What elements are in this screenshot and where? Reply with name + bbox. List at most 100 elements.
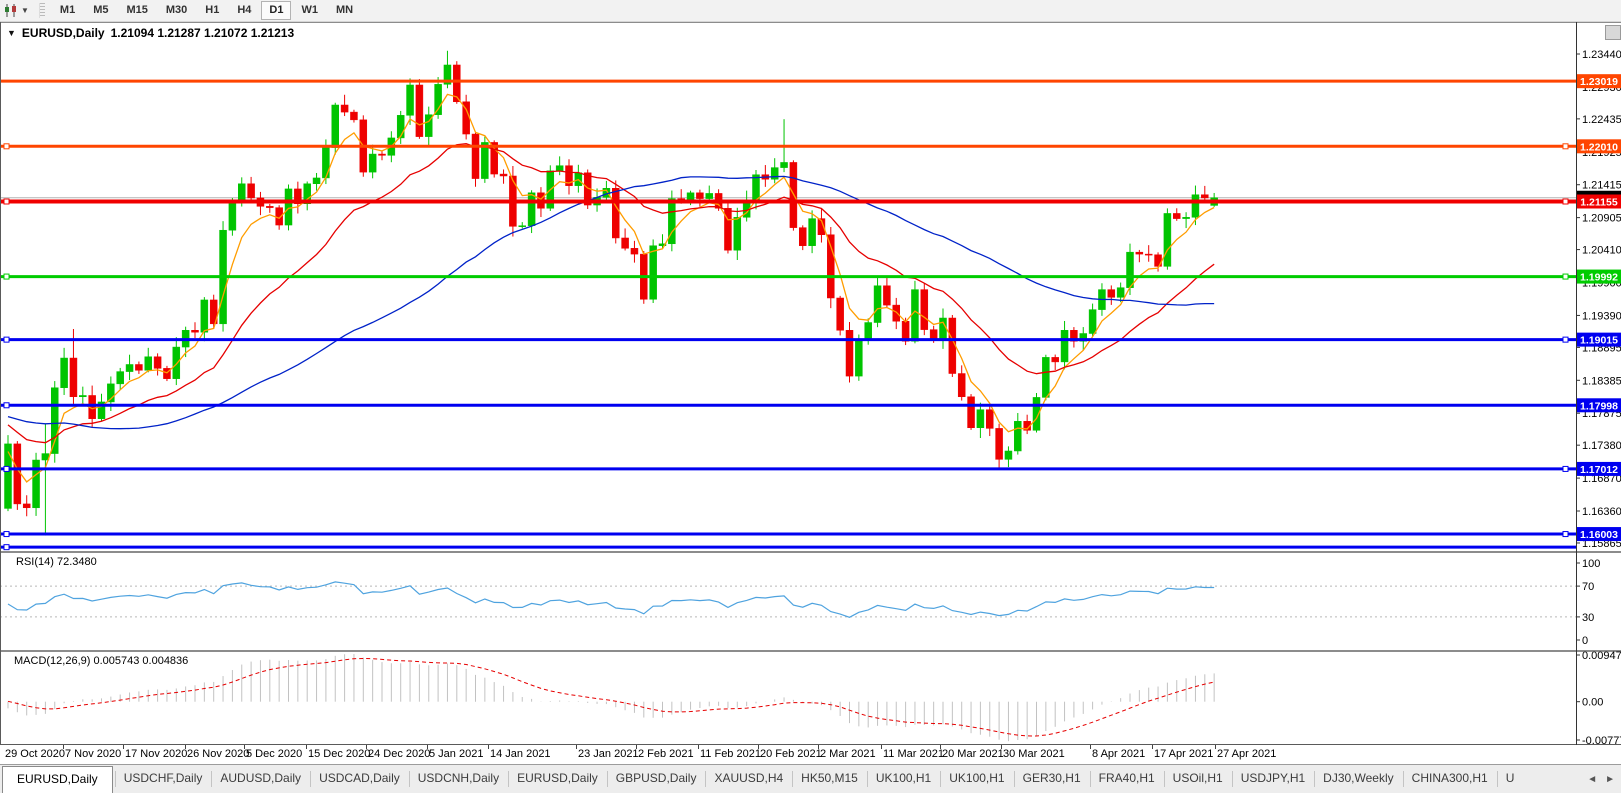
tab-scroll-left-icon[interactable]: ◄ xyxy=(1587,773,1598,785)
x-axis-label: 27 Apr 2021 xyxy=(1217,748,1277,760)
timeframe-button-H4[interactable]: H4 xyxy=(237,4,252,16)
x-axis-label: 14 Jan 2021 xyxy=(490,748,551,760)
chart-tab-5-EURUSD-Daily[interactable]: EURUSD,Daily xyxy=(508,765,607,793)
x-axis-label: 29 Oct 2020 xyxy=(5,748,65,760)
candlestick-chart-icon xyxy=(4,4,18,17)
y-axis-label: 1.20905 xyxy=(1582,213,1621,225)
svg-text:1.16003: 1.16003 xyxy=(1580,529,1618,541)
timeframe-button-MN[interactable]: MN xyxy=(335,4,354,16)
x-axis-label: 2 Mar 2021 xyxy=(820,748,876,760)
chart-tab-9-UK100-H1[interactable]: UK100,H1 xyxy=(866,765,940,793)
line-handle[interactable] xyxy=(3,336,10,343)
rsi-axis-label: 100 xyxy=(1582,558,1600,570)
x-axis-label: 17 Nov 2020 xyxy=(125,748,188,760)
macd-axis-label: -0.007777 xyxy=(1582,735,1621,745)
x-axis-tick xyxy=(1152,745,1153,749)
x-axis-label: 17 Apr 2021 xyxy=(1154,748,1214,760)
timeframe-button-M30[interactable]: M30 xyxy=(165,4,188,16)
x-axis-label: 24 Dec 2020 xyxy=(368,748,431,760)
timeframe-button-M1[interactable]: M1 xyxy=(59,4,76,16)
x-axis-tick xyxy=(185,745,186,749)
chart-tab-7-XAUUSD-H4[interactable]: XAUUSD,H4 xyxy=(705,765,792,793)
rsi-axis-label: 30 xyxy=(1582,612,1594,624)
macd-axis-label: 0.009478 xyxy=(1582,650,1621,662)
chart-tab-16-CHINA300-H1[interactable]: CHINA300,H1 xyxy=(1402,765,1497,793)
line-handle[interactable] xyxy=(3,273,10,280)
x-axis-label: 30 Mar 2021 xyxy=(1003,748,1065,760)
line-handle[interactable] xyxy=(1562,143,1569,150)
chart-corner-widget[interactable] xyxy=(1605,25,1621,40)
x-axis-tick xyxy=(244,745,245,749)
x-axis-label: 11 Feb 2021 xyxy=(700,748,761,760)
y-axis-label: 1.20410 xyxy=(1582,245,1621,257)
macd-panel[interactable] xyxy=(7,654,1215,742)
price-level-badge-1.17998 xyxy=(1577,398,1621,413)
chart-tab-0-EURUSD-Daily[interactable]: EURUSD,Daily xyxy=(2,766,113,793)
x-axis-label: 11 Mar 2021 xyxy=(883,748,944,760)
date-axis: 29 Oct 2020 7 Nov 2020 17 Nov 2020 26 Nov 2… xyxy=(0,745,1621,764)
ma-fast-line[interactable] xyxy=(7,93,1215,483)
rsi-panel[interactable] xyxy=(0,581,1576,618)
svg-text:1.23019: 1.23019 xyxy=(1580,76,1618,88)
line-handle[interactable] xyxy=(3,198,10,205)
line-handle[interactable] xyxy=(1562,198,1569,205)
svg-text:1.21155: 1.21155 xyxy=(1580,196,1618,208)
line-handle[interactable] xyxy=(1562,465,1569,472)
line-handle[interactable] xyxy=(3,143,10,150)
chart-tab-8-HK50-M15[interactable]: HK50,M15 xyxy=(792,765,867,793)
chart-tab-13-USOil-H1[interactable]: USOil,H1 xyxy=(1163,765,1232,793)
line-handle[interactable] xyxy=(3,531,10,538)
chart-tab-1-USDCHF-Daily[interactable]: USDCHF,Daily xyxy=(114,765,212,793)
timeframe-button-M15[interactable]: M15 xyxy=(126,4,148,16)
line-handle[interactable] xyxy=(1562,336,1569,343)
chart-tab-4-USDCNH-Daily[interactable]: USDCNH,Daily xyxy=(408,765,508,793)
chart-tab-14-USDJPY-H1[interactable]: USDJPY,H1 xyxy=(1231,765,1314,793)
x-axis-label: 7 Nov 2020 xyxy=(65,748,122,760)
toolbar-drag-grip-icon[interactable] xyxy=(38,3,45,18)
chart-type-menu-button[interactable]: ▼ xyxy=(0,3,35,18)
chart-tab-12-FRA40-H1[interactable]: FRA40,H1 xyxy=(1089,765,1164,793)
macd-signal-line xyxy=(7,657,1215,737)
tab-scroll-right-icon[interactable]: ► xyxy=(1605,773,1615,785)
rsi-axis-label: 70 xyxy=(1582,581,1594,593)
x-axis-label: 20 Feb 2021 xyxy=(760,748,822,760)
timeframe-button-H1[interactable]: H1 xyxy=(205,4,220,16)
chart-tab-10-UK100-H1[interactable]: UK100,H1 xyxy=(940,765,1013,793)
timeframe-buttons: M1 M5 M15 M30 H1 H4 D1 W1 MN xyxy=(51,1,362,20)
ma-medium-line[interactable] xyxy=(7,143,1215,444)
chart-tab-17-U[interactable]: U xyxy=(1496,765,1524,793)
y-axis-label: 1.23440 xyxy=(1582,49,1621,61)
line-handle[interactable] xyxy=(1562,531,1569,538)
chart-tab-11-GER30-H1[interactable]: GER30,H1 xyxy=(1013,765,1090,793)
timeframe-toolbar: ▼ M1 M5 M15 M30 H1 H4 D1 W1 MN xyxy=(0,0,1621,22)
y-axis-label: 1.18385 xyxy=(1582,375,1621,387)
chart-tab-15-DJ30-Weekly[interactable]: DJ30,Weekly xyxy=(1314,765,1402,793)
chart-tab-6-GBPUSD-Daily[interactable]: GBPUSD,Daily xyxy=(606,765,706,793)
timeframe-button-M5[interactable]: M5 xyxy=(93,4,109,16)
line-handle[interactable] xyxy=(3,465,10,472)
chart-title: ▼ EURUSD,Daily 1.21094 1.21287 1.21072 1… xyxy=(7,26,294,40)
x-axis-tick xyxy=(366,745,367,749)
price-chart-canvas[interactable]: 1.234401.229301.224351.219251.214151.209… xyxy=(0,22,1621,745)
x-axis-label: 5 Jan 2021 xyxy=(429,748,484,760)
line-handle[interactable] xyxy=(3,544,10,551)
x-axis-tick xyxy=(698,745,699,749)
chart-tab-2-AUDUSD-Daily[interactable]: AUDUSD,Daily xyxy=(211,765,310,793)
symbol-menu-arrow-icon[interactable]: ▼ xyxy=(7,28,16,38)
price-level-badge-1.17012 xyxy=(1577,461,1621,476)
x-axis-label: 26 Nov 2020 xyxy=(187,748,250,760)
chart-ohlc-values: 1.21094 1.21287 1.21072 1.21213 xyxy=(110,26,295,40)
line-handle[interactable] xyxy=(1562,273,1569,280)
main-price-panel[interactable] xyxy=(0,50,1576,549)
x-axis-tick xyxy=(63,745,64,749)
timeframe-button-W1[interactable]: W1 xyxy=(301,4,318,16)
rsi-axis-label: 0 xyxy=(1582,635,1588,647)
x-axis-label: 23 Jan 2021 xyxy=(578,748,639,760)
y-axis-label: 1.19390 xyxy=(1582,310,1621,322)
line-handle[interactable] xyxy=(3,402,10,409)
x-axis-tick xyxy=(636,745,637,749)
chart-tab-3-USDCAD-Daily[interactable]: USDCAD,Daily xyxy=(310,765,409,793)
rsi-line xyxy=(7,581,1215,618)
timeframe-button-D1[interactable]: D1 xyxy=(261,1,292,20)
ma-slow-line[interactable] xyxy=(7,175,1215,430)
